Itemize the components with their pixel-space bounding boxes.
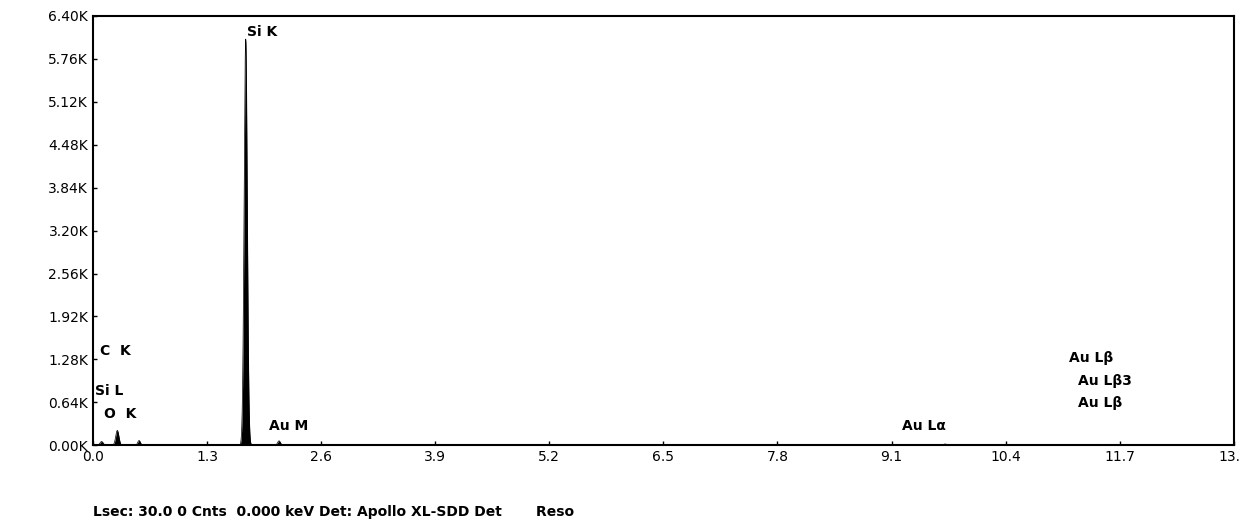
Text: Au Lβ: Au Lβ xyxy=(1079,397,1122,410)
Text: O  K: O K xyxy=(104,407,136,421)
Text: Au Lβ3: Au Lβ3 xyxy=(1079,374,1132,388)
Text: Au Lβ: Au Lβ xyxy=(1069,351,1114,365)
Text: Si K: Si K xyxy=(248,25,278,39)
Text: Si L: Si L xyxy=(94,385,123,398)
Text: Lsec: 30.0 0 Cnts  0.000 keV Det: Apollo XL-SDD Det       Reso: Lsec: 30.0 0 Cnts 0.000 keV Det: Apollo … xyxy=(93,505,574,519)
Text: C  K: C K xyxy=(100,344,130,358)
Text: Au M: Au M xyxy=(269,419,308,433)
Text: Au Lα: Au Lα xyxy=(901,419,946,433)
